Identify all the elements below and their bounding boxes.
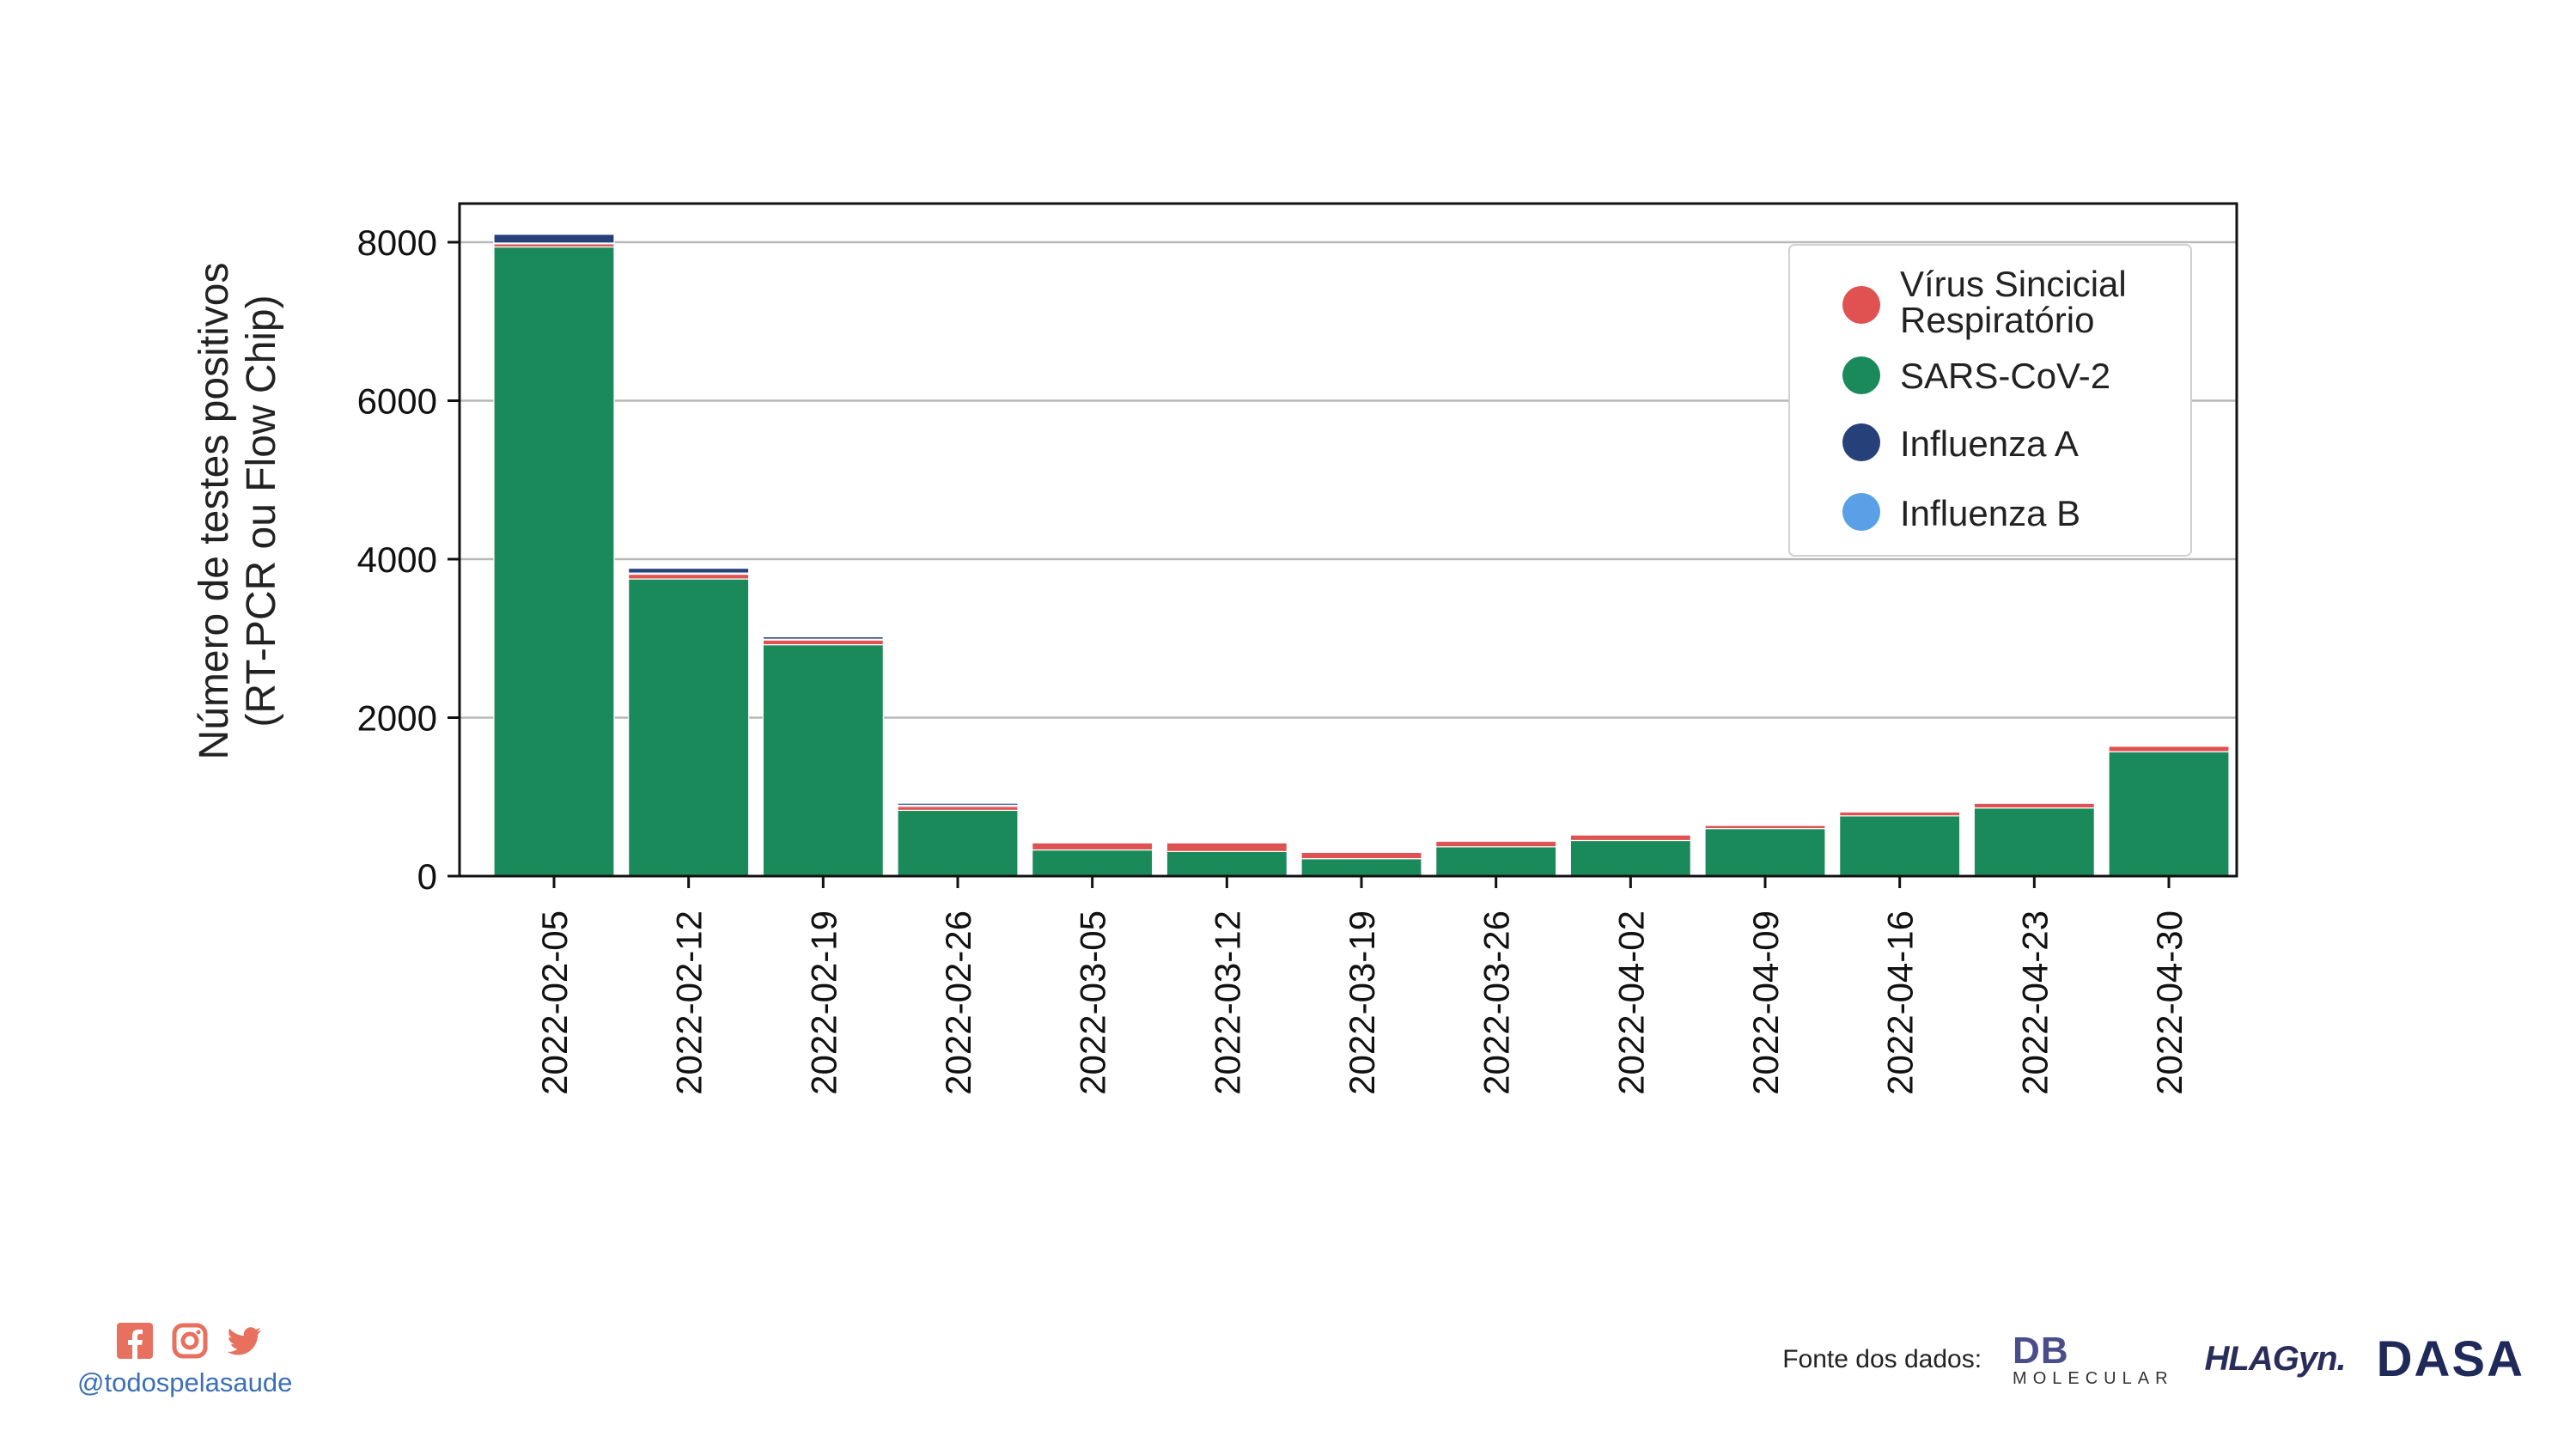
y-tick-label: 2000	[357, 698, 437, 739]
bar-influenza-a-2022-04-23	[1973, 801, 2095, 804]
x-tick-label: 2022-03-19	[1342, 910, 1382, 1095]
bar-v-rus-sincicial-respirat-rio-2022-04-16	[1839, 811, 1961, 817]
x-tick-label: 2022-02-26	[938, 910, 978, 1095]
bars	[493, 234, 2230, 877]
y-axis-label-line2: (RT-PCR ou Flow Chip)	[239, 295, 284, 727]
x-tick-label: 2022-03-12	[1207, 910, 1247, 1095]
bar-sars-cov-2-2022-04-30	[2108, 751, 2230, 877]
bar-sars-cov-2-2022-02-19	[762, 644, 884, 877]
bar-sars-cov-2-2022-04-02	[1569, 839, 1691, 877]
bar-influenza-a-2022-02-12	[628, 568, 750, 574]
legend-label-flu-a: Influenza A	[1900, 423, 2079, 464]
plot-frame	[458, 202, 2238, 878]
db-molecular-logo: DB MOLECULAR	[2013, 1330, 2173, 1389]
source-label: Fonte dos dados:	[1782, 1344, 1982, 1373]
x-tick-label: 2022-04-02	[1611, 910, 1651, 1095]
grid-lines	[460, 240, 2237, 719]
bar-influenza-a-2022-03-12	[1166, 841, 1288, 843]
y-tick-label: 6000	[357, 381, 437, 422]
x-axis: 2022-02-05 2022-02-12 2022-02-19 2022-02-26…	[534, 876, 2189, 1095]
bar-v-rus-sincicial-respirat-rio-2022-02-12	[628, 573, 750, 580]
data-sources: Fonte dos dados: DB MOLECULAR HLAGyn. DA…	[1782, 1330, 2524, 1389]
twitter-icon[interactable]	[227, 1323, 263, 1359]
hlagyn-logo: HLAGyn.	[2204, 1340, 2347, 1378]
x-tick-label: 2022-03-26	[1477, 910, 1517, 1095]
bar-sars-cov-2-2022-04-09	[1704, 828, 1826, 877]
x-tick-label: 2022-04-09	[1745, 910, 1786, 1095]
legend-label-sars: SARS-CoV-2	[1900, 356, 2110, 396]
legend-label-rsv-line2: Respiratório	[1900, 300, 2094, 340]
social-icons	[117, 1323, 292, 1359]
y-axis-label-line1: Número de testes positivos	[192, 263, 237, 760]
legend: Vírus Sincicial Respiratório SARS-CoV-2 …	[1788, 244, 2192, 557]
bar-v-rus-sincicial-respirat-rio-2022-02-26	[897, 806, 1019, 812]
db-logo-text: DB	[2013, 1330, 2069, 1372]
bar-sars-cov-2-2022-03-05	[1032, 849, 1154, 877]
x-tick-label: 2022-03-05	[1073, 910, 1113, 1095]
bar-sars-cov-2-2022-04-16	[1839, 815, 1961, 877]
bar-influenza-a-2022-03-19	[1300, 850, 1422, 853]
x-tick-label: 2022-02-19	[803, 910, 843, 1095]
bar-v-rus-sincicial-respirat-rio-2022-03-26	[1435, 840, 1557, 848]
x-tick-label: 2022-02-05	[534, 910, 575, 1095]
legend-marker-flu-a	[1842, 423, 1880, 461]
bar-v-rus-sincicial-respirat-rio-2022-03-05	[1032, 842, 1154, 851]
db-logo-subtext: MOLECULAR	[2013, 1369, 2174, 1388]
bar-v-rus-sincicial-respirat-rio-2022-02-19	[762, 639, 884, 646]
bar-influenza-a-2022-02-05	[493, 234, 615, 244]
bar-sars-cov-2-2022-02-26	[897, 809, 1019, 877]
instagram-icon[interactable]	[172, 1323, 208, 1359]
facebook-icon[interactable]	[117, 1323, 153, 1359]
bar-sars-cov-2-2022-03-19	[1300, 858, 1422, 877]
bar-v-rus-sincicial-respirat-rio-2022-03-12	[1166, 842, 1288, 853]
x-tick-label: 2022-04-23	[2014, 910, 2055, 1095]
bar-sars-cov-2-2022-02-12	[628, 578, 750, 877]
dasa-logo: DASA	[2376, 1331, 2524, 1387]
legend-label-flu-b: Influenza B	[1900, 493, 2080, 533]
legend-box	[1788, 244, 2192, 557]
bar-influenza-a-2022-04-16	[1839, 810, 1961, 813]
bar-sars-cov-2-2022-03-12	[1166, 850, 1288, 877]
y-axis: 0 2000 4000 6000 8000	[357, 222, 460, 897]
bar-v-rus-sincicial-respirat-rio-2022-04-23	[1973, 802, 2095, 809]
legend-marker-flu-b	[1842, 493, 1880, 531]
social-handle[interactable]: @todospelasaude	[77, 1367, 293, 1397]
bar-influenza-a-2022-02-26	[897, 802, 1019, 807]
social-footer: @todospelasaude	[77, 1323, 292, 1398]
bar-v-rus-sincicial-respirat-rio-2022-04-02	[1569, 834, 1691, 842]
bar-influenza-a-2022-04-02	[1569, 833, 1691, 836]
bar-influenza-a-2022-02-19	[762, 636, 884, 640]
bar-sars-cov-2-2022-02-05	[493, 246, 615, 877]
x-tick-label: 2022-02-12	[669, 910, 709, 1095]
y-tick-label: 8000	[357, 222, 437, 263]
bar-sars-cov-2-2022-04-23	[1973, 807, 2095, 877]
bar-influenza-a-2022-03-05	[1032, 841, 1154, 843]
legend-marker-rsv	[1842, 286, 1880, 324]
legend-marker-sars	[1842, 356, 1880, 394]
legend-label-rsv-line1: Vírus Sincicial	[1900, 264, 2127, 304]
y-tick-label: 4000	[357, 539, 437, 580]
bar-influenza-a-2022-03-26	[1435, 839, 1557, 842]
bar-v-rus-sincicial-respirat-rio-2022-03-19	[1300, 851, 1422, 860]
bar-sars-cov-2-2022-03-26	[1435, 846, 1557, 877]
y-tick-label: 0	[417, 856, 437, 897]
bar-v-rus-sincicial-respirat-rio-2022-04-30	[2108, 746, 2230, 752]
x-tick-label: 2022-04-30	[2149, 910, 2189, 1095]
x-tick-label: 2022-04-16	[1880, 910, 1921, 1095]
